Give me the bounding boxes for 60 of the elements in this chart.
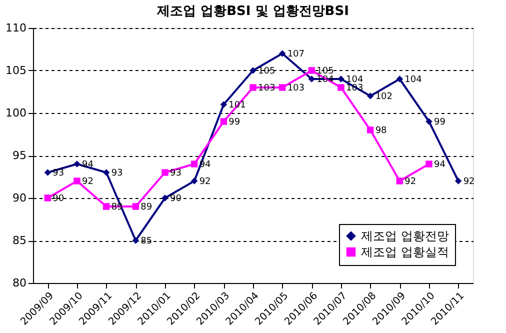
point [366, 126, 374, 134]
point [366, 92, 374, 100]
data-label: 98 [375, 126, 388, 136]
point [132, 237, 140, 244]
point [190, 160, 198, 168]
data-label: 102 [375, 92, 393, 102]
point [426, 160, 432, 168]
point [44, 194, 52, 202]
y-tick-label: 95 [12, 149, 26, 162]
point [338, 76, 344, 82]
point [162, 169, 168, 176]
data-label: 92 [463, 177, 475, 187]
point [102, 169, 110, 176]
data-label: 104 [346, 75, 364, 85]
point [44, 169, 52, 176]
point [396, 76, 404, 82]
data-label: 107 [287, 50, 305, 60]
data-label: 90 [52, 194, 64, 204]
point [162, 194, 168, 202]
y-tick-label: 85 [12, 234, 26, 247]
data-label: 104 [404, 75, 422, 85]
point [102, 203, 110, 210]
data-label: 99 [228, 118, 240, 128]
data-label: 93 [52, 168, 64, 178]
point [426, 118, 432, 125]
point [396, 178, 404, 184]
data-label: 93 [111, 168, 123, 178]
point [338, 84, 344, 91]
point [278, 84, 286, 91]
legend-label: 제조업 업황전망 [361, 229, 449, 243]
legend-label: 제조업 업황실적 [361, 245, 449, 259]
data-label: 99 [434, 118, 446, 128]
point [74, 160, 80, 168]
data-label: 103 [287, 84, 305, 94]
y-tick-label: 80 [12, 276, 26, 290]
point [220, 118, 228, 125]
point [250, 67, 256, 74]
point [454, 178, 462, 184]
point [132, 203, 140, 210]
point [278, 50, 286, 57]
point [74, 178, 80, 184]
y-tick-label: 110 [6, 22, 26, 34]
point [250, 84, 256, 91]
y-tick-label: 100 [6, 106, 26, 120]
point [308, 67, 316, 74]
y-tick-label: 90 [12, 192, 26, 204]
point [220, 101, 228, 108]
chart-title: 제조업 업황BSI 및 업황전망BSI [156, 4, 349, 19]
data-label: 104 [316, 75, 334, 85]
data-label: 92 [82, 177, 94, 187]
data-label: 89 [111, 202, 124, 212]
data-label: 92 [199, 177, 211, 187]
data-label: 93 [170, 168, 182, 178]
point [190, 178, 198, 184]
data-label: 94 [434, 160, 446, 170]
y-tick-label: 105 [6, 64, 26, 77]
data-label: 89 [140, 202, 152, 212]
data-label: 85 [140, 236, 152, 246]
data-label: 92 [404, 177, 416, 187]
data-label: 105 [316, 66, 334, 76]
